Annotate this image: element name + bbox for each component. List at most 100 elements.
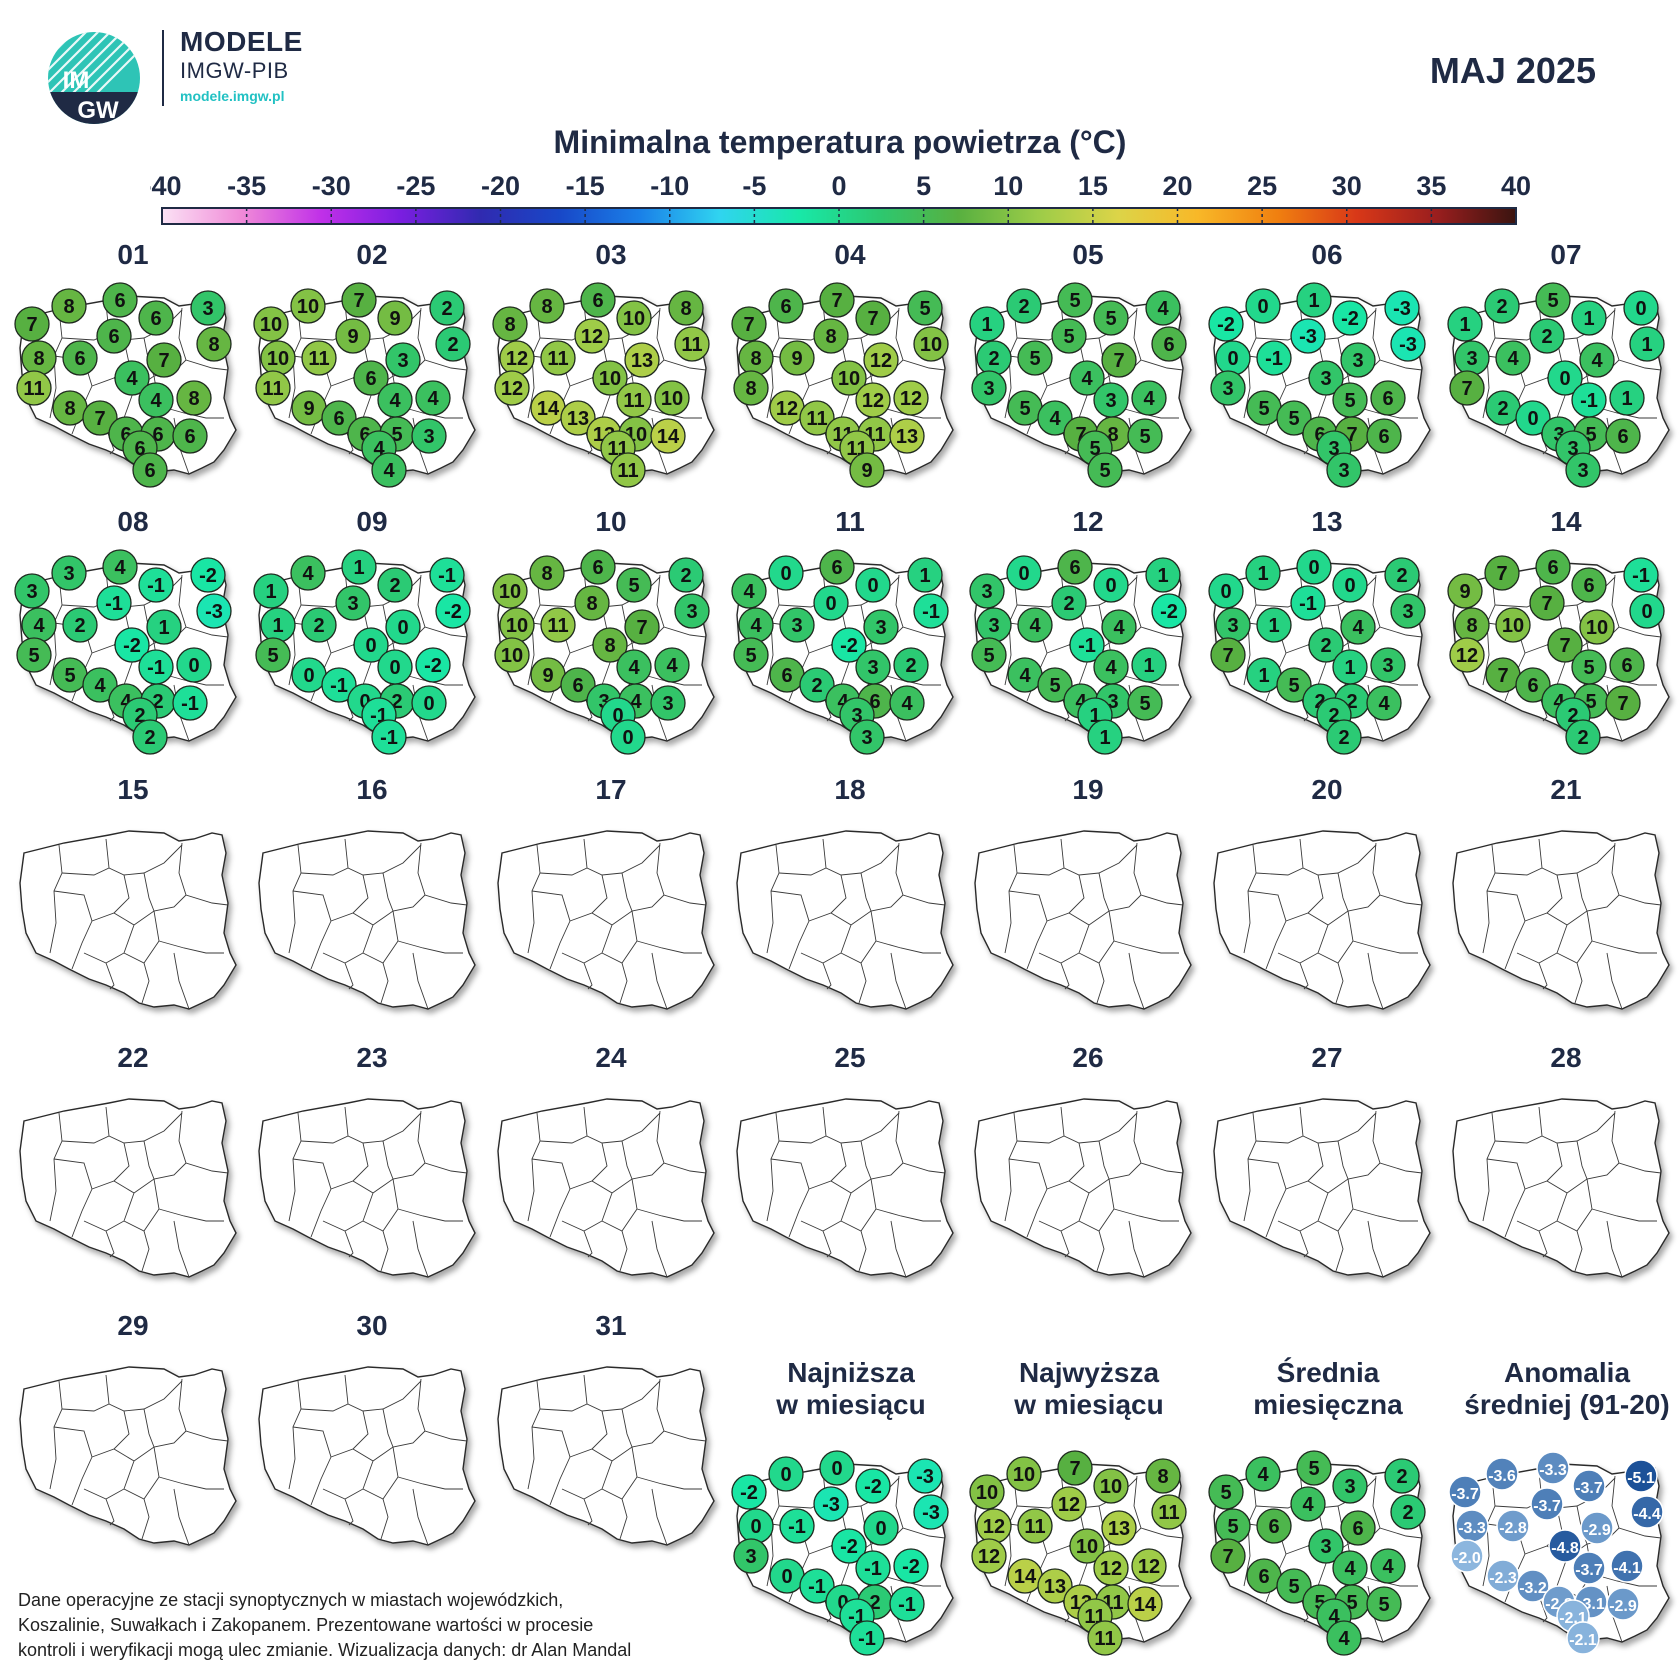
station-value: -4.4 — [1633, 1506, 1661, 1523]
station-value: 3 — [875, 617, 886, 639]
station-marker — [1366, 1586, 1402, 1622]
station-value: 7 — [1497, 665, 1508, 687]
region-border — [1128, 1220, 1145, 1278]
day-label: 05 — [1072, 239, 1103, 270]
station-marker — [813, 1486, 849, 1522]
station-marker — [14, 573, 50, 609]
station-value: 3 — [1577, 460, 1588, 482]
station-value: -2 — [424, 655, 442, 677]
station-value: -2 — [840, 1536, 858, 1558]
region-border — [105, 1106, 110, 1137]
station-marker — [1057, 549, 1093, 585]
station-value: -4.8 — [1551, 1540, 1579, 1557]
station-value: 7 — [1541, 593, 1552, 615]
station-value: 3 — [1344, 1476, 1355, 1498]
station-marker — [1486, 1559, 1520, 1593]
region-border — [1546, 1142, 1563, 1182]
station-value: 1 — [353, 557, 364, 579]
station-marker — [253, 306, 289, 342]
station-value: 7 — [1617, 693, 1628, 715]
region-border — [1352, 1208, 1418, 1222]
station-marker — [1290, 585, 1326, 621]
station-marker — [969, 573, 1005, 609]
station-value: 2 — [1396, 565, 1407, 587]
station-value: -1 — [808, 1576, 826, 1598]
station-marker — [1057, 282, 1093, 318]
station-value: 6 — [592, 290, 603, 312]
region-border — [1556, 910, 1593, 964]
station-marker — [1131, 647, 1167, 683]
station-value: -3 — [922, 1502, 940, 1524]
station-value: 8 — [504, 314, 515, 336]
station-value: 11 — [681, 334, 702, 356]
region-border — [636, 1208, 702, 1222]
station-value: 3 — [1352, 350, 1363, 372]
station-value: 3 — [981, 581, 992, 603]
station-value: 5 — [1227, 1516, 1238, 1538]
poland-map — [258, 1098, 476, 1278]
station-marker — [799, 400, 835, 436]
brand-title: MODELE — [180, 26, 303, 57]
station-marker — [580, 549, 616, 585]
region-border — [1352, 940, 1418, 954]
station-marker — [1017, 340, 1053, 376]
station-marker — [733, 637, 769, 673]
station-marker — [1051, 585, 1087, 621]
station-value: 2 — [1346, 691, 1357, 713]
station-value: 8 — [1107, 424, 1118, 446]
colorbar-tick-label: -35 — [227, 171, 266, 201]
station-marker — [1245, 1456, 1281, 1492]
station-value: -3.7 — [1575, 1562, 1603, 1579]
station-value: 4 — [1113, 617, 1125, 639]
station-value: 3 — [791, 615, 802, 637]
station-value: 6 — [114, 290, 125, 312]
station-marker — [1101, 1510, 1137, 1546]
region-border — [123, 1178, 160, 1232]
station-marker — [907, 1458, 943, 1494]
station-value: 4 — [94, 675, 106, 697]
station-value: 4 — [1049, 408, 1061, 430]
brand-url[interactable]: modele.imgw.pl — [180, 88, 285, 104]
region-border — [583, 1374, 588, 1405]
station-value: 11 — [262, 378, 283, 400]
station-marker — [1145, 557, 1181, 593]
station-value: 12 — [1100, 1558, 1122, 1580]
region-border — [380, 1230, 389, 1272]
station-value: 3 — [1227, 615, 1238, 637]
region-border — [141, 962, 150, 1004]
station-marker — [1449, 370, 1485, 406]
station-marker — [371, 719, 407, 755]
day-label: 02 — [356, 239, 387, 270]
station-value: 6 — [1547, 557, 1558, 579]
region-border — [380, 1498, 389, 1540]
region-border — [344, 1106, 349, 1137]
station-marker — [176, 380, 212, 416]
station-marker — [1332, 300, 1368, 336]
region-border — [840, 910, 877, 964]
day-label: 18 — [834, 774, 865, 805]
station-value: 2 — [1577, 727, 1588, 749]
station-value: 5 — [1258, 398, 1269, 420]
station-value: 11 — [623, 390, 644, 412]
country-outline — [497, 1366, 715, 1546]
station-marker — [779, 340, 815, 376]
station-value: 2 — [1496, 296, 1507, 318]
summary-label: miesięczna — [1253, 1389, 1403, 1420]
month-label: MAJ 2025 — [1429, 50, 1596, 91]
station-value: 1 — [1099, 727, 1110, 749]
region-border — [105, 838, 110, 869]
station-marker — [415, 380, 451, 416]
country-outline — [497, 1098, 715, 1278]
station-marker — [971, 370, 1007, 406]
station-value: 4 — [114, 557, 126, 579]
poland-map — [497, 1098, 715, 1278]
station-value: 0 — [303, 665, 314, 687]
region-border — [133, 1430, 187, 1462]
station-value: 6 — [1583, 575, 1594, 597]
region-border — [362, 1178, 399, 1232]
station-value: 5 — [1049, 675, 1060, 697]
station-value: 4 — [1143, 388, 1155, 410]
station-value: 8 — [1157, 1466, 1168, 1488]
station-marker — [1566, 1621, 1600, 1655]
